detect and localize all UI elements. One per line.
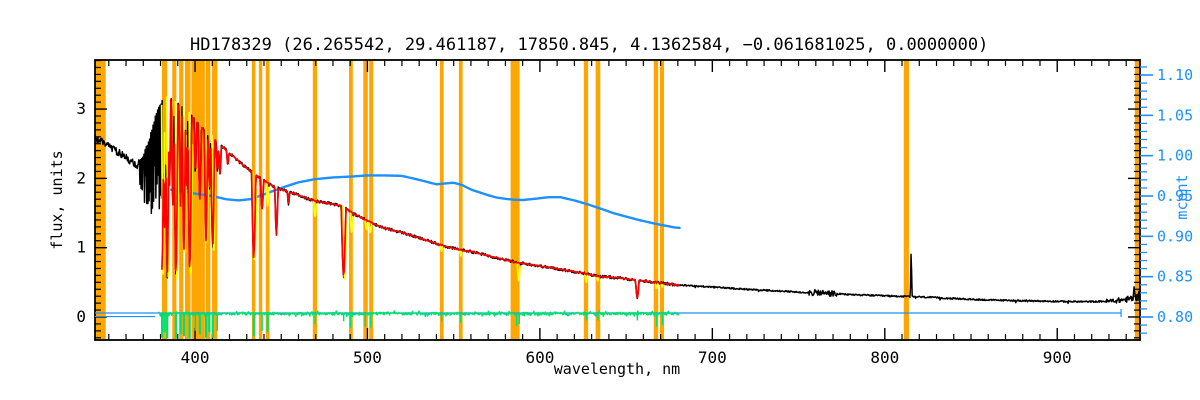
masked-band (1134, 60, 1140, 340)
flux-tick-label: 3 (76, 99, 86, 118)
mcont-tick-label: 0.90 (1157, 227, 1193, 245)
masked-line-model-curve (252, 171, 258, 261)
curves-layer (95, 96, 1140, 339)
masked-band (595, 60, 601, 340)
flux-tick-label: 1 (76, 238, 86, 257)
masked-band (583, 60, 589, 340)
masked-line-model-curve (341, 205, 348, 281)
masked-line-model-curve (188, 111, 194, 276)
masked-line-model-curve (439, 243, 444, 252)
masked-band (369, 60, 374, 340)
masked-line-model-curve (584, 272, 589, 284)
masked-band (903, 60, 909, 340)
masked-band (95, 60, 106, 340)
mcont-tick-label: 0.80 (1157, 308, 1193, 326)
masked-line-model-curve (312, 199, 318, 218)
x-tick-label: 700 (698, 348, 727, 367)
masked-band (458, 60, 463, 340)
masked-line-model-curve (654, 281, 659, 290)
x-tick-label: 400 (181, 348, 210, 367)
mcont-tick-label: 0.85 (1157, 268, 1193, 286)
model-fit-curve (161, 98, 681, 299)
masked-band (439, 60, 444, 340)
residual-curve (158, 310, 680, 318)
y-right-axis-label: mcont (1173, 174, 1191, 219)
x-axis-label: wavelength, nm (554, 360, 680, 378)
y-left-axis-label: flux, units (48, 150, 66, 249)
axes-layer: 400 500 600 700 800 900 0 1 2 3 0.80 0.85 0.90 0.95 1.… (76, 59, 1193, 367)
masked-line-model-curve (265, 180, 270, 207)
masked-band (363, 60, 368, 340)
masked-line-model-curve (660, 282, 665, 289)
mcont-tick-label: 0.95 (1157, 187, 1193, 205)
masked-line-model-curve (182, 106, 188, 253)
masked-band (349, 60, 353, 340)
mcont-tick-label: 1.00 (1157, 147, 1193, 165)
mcont-curve (161, 174, 681, 230)
masked-line-model-curve (211, 134, 217, 251)
plot-title: HD178329 (26.265542, 29.461187, 17850.84… (190, 35, 988, 55)
x-tick-label: 500 (353, 348, 382, 367)
masked-line-model-curve (458, 248, 463, 257)
masked-line-model-curve (364, 218, 369, 231)
flux-tick-label: 0 (76, 307, 86, 326)
plot-frame (94, 59, 1141, 341)
masked-line-model-curve (595, 274, 600, 282)
masked-line-model-curve (368, 220, 373, 234)
masked-band (191, 60, 205, 340)
masked-line-model-curve (349, 210, 354, 234)
masked-band (653, 60, 659, 340)
masked-line-model-curve (204, 129, 210, 243)
x-tick-label: 800 (870, 348, 899, 367)
mcont-tick-label: 1.05 (1157, 106, 1193, 124)
flux-tick-label: 2 (76, 168, 86, 187)
x-tick-label: 900 (1043, 348, 1072, 367)
mcont-tick-label: 1.10 (1157, 66, 1193, 84)
x-tick-label: 600 (525, 348, 554, 367)
masked-line-model-curve (165, 96, 171, 278)
masked-line-model-curve (174, 100, 180, 280)
masked-line-model-curve (516, 261, 521, 282)
masked-band (659, 60, 665, 340)
